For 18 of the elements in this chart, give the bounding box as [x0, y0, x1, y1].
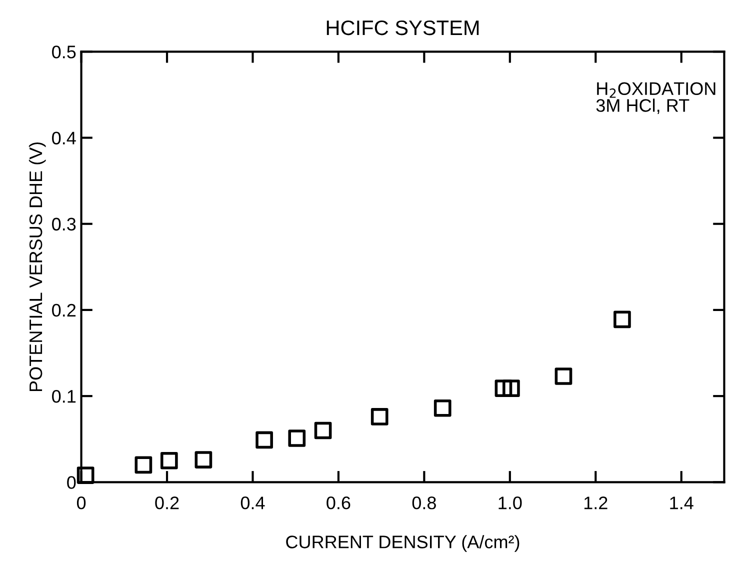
x-tick-label: 0.8 [412, 496, 436, 510]
x-tick-label: 1.2 [584, 496, 608, 510]
y-tick-label: 0.2 [52, 304, 76, 317]
x-tick-label: 1.0 [498, 496, 522, 510]
y-tick-label: 0 [67, 476, 76, 489]
chart-title: HCIFC SYSTEM [326, 20, 479, 36]
x-tick-label: 0.2 [155, 496, 179, 510]
annotation: H$_{2}$OXIDATION 3M HCl, RT [596, 82, 716, 114]
x-tick-label: 1.4 [670, 496, 694, 510]
y-tick-label: 0.4 [52, 132, 76, 144]
y-axis-title: POTENTIAL VERSUS DHE (V) [28, 142, 46, 391]
x-tick-label: 0 [76, 496, 86, 510]
x-tick-label: 0.6 [326, 496, 350, 510]
x-tick-label: 0.4 [240, 496, 265, 510]
y-tick-label: 0.5 [52, 46, 76, 58]
x-axis-title: CURRENT DENSITY (A/cm²) [286, 535, 520, 552]
y-tick-label: 0.3 [52, 218, 76, 231]
y-tick-label: 0.1 [52, 390, 76, 403]
